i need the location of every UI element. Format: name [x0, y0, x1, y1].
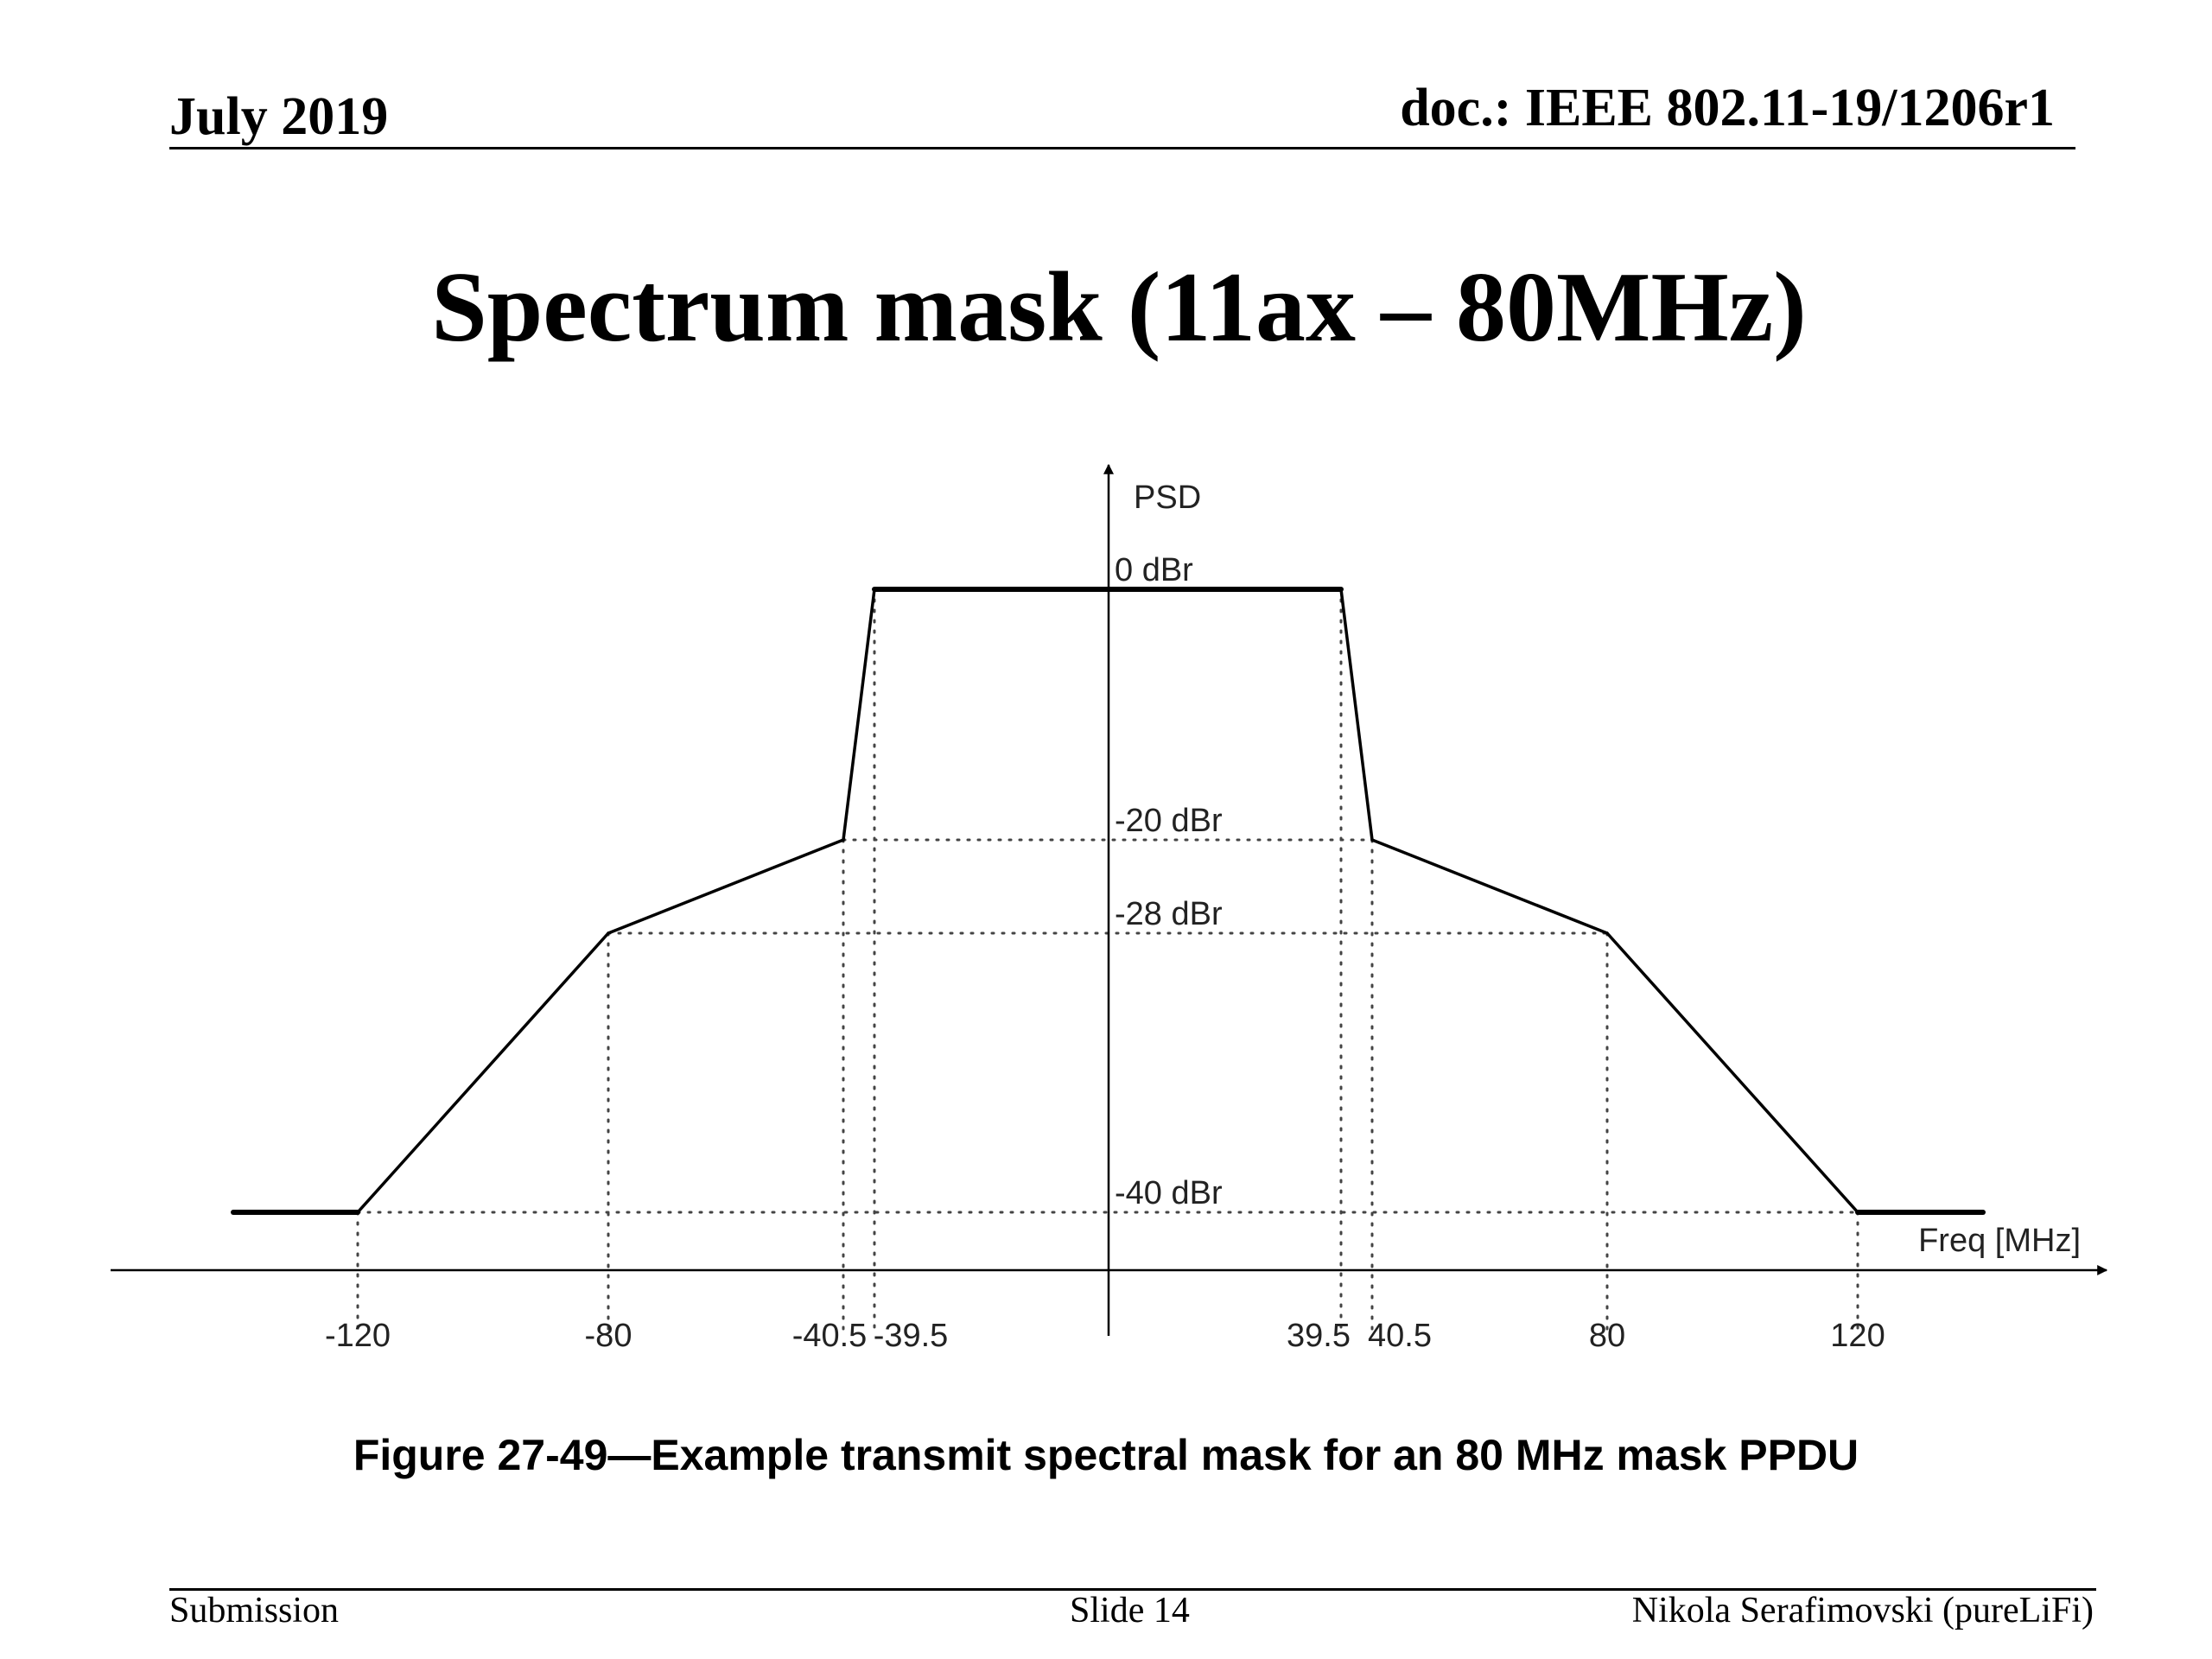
mask-segment	[607, 838, 845, 935]
figure-caption: Figure 27-49—Example transmit spectral m…	[353, 1431, 1859, 1479]
x-axis-label: Freq [MHz]	[1918, 1223, 2081, 1259]
y-tick-label: 0 dBr	[1115, 552, 1193, 588]
mask-segment	[842, 588, 876, 842]
x-tick-label: -40.5	[792, 1318, 868, 1354]
mask-segment	[356, 931, 610, 1214]
y-tick-label: -40 dBr	[1115, 1175, 1223, 1211]
x-tick-label: -80	[585, 1318, 632, 1354]
slide-title: Spectrum mask (11ax – 80MHz)	[431, 252, 1807, 363]
header-doc-id: doc.: IEEE 802.11-19/1206r1	[1400, 79, 2055, 137]
footer-submission: Submission	[169, 1591, 340, 1630]
mask-segment	[1339, 588, 1374, 842]
footer-author: Nikola Serafimovski (pureLiFi)	[1631, 1591, 2094, 1630]
x-tick-label: 80	[1589, 1318, 1625, 1354]
header-date: July 2019	[169, 87, 389, 146]
footer-divider	[169, 1588, 2096, 1591]
mask-segment	[1605, 931, 1859, 1214]
footer-slide-number: Slide 14	[1070, 1591, 1190, 1630]
y-tick-label: -20 dBr	[1115, 803, 1223, 839]
y-axis-label: PSD	[1134, 480, 1201, 516]
mask-segment	[1370, 838, 1609, 935]
x-tick-label: 120	[1830, 1318, 1885, 1354]
header-divider	[169, 147, 2075, 149]
x-tick-label: -120	[325, 1318, 391, 1354]
mask-series	[231, 587, 1986, 1215]
tick-labels: -120 -80 -40.5 -39.5 39.5 40.5 80 120 0 dBr -20 d…	[325, 552, 1885, 1354]
x-tick-label: 40.5	[1368, 1318, 1432, 1354]
y-tick-label: -28 dBr	[1115, 896, 1223, 932]
reference-lines	[356, 588, 1859, 1337]
x-tick-label: -39.5	[874, 1318, 949, 1354]
x-tick-label: 39.5	[1287, 1318, 1351, 1354]
